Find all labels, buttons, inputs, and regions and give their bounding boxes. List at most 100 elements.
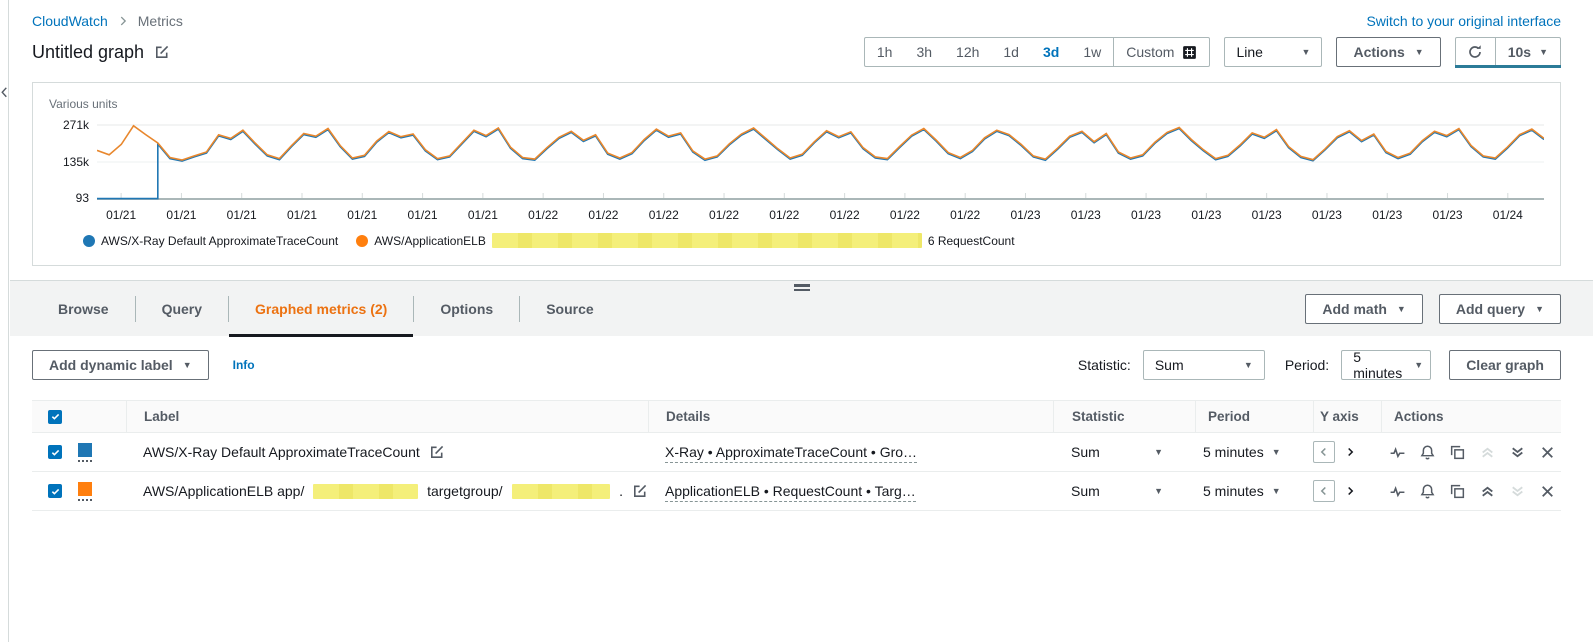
- tab-bar: Browse Query Graphed metrics (2) Options…: [32, 281, 620, 337]
- graph-metric-icon[interactable]: [1389, 483, 1406, 500]
- tab-query[interactable]: Query: [161, 300, 203, 317]
- period-label: Period:: [1284, 357, 1330, 373]
- x-tick-label: 01/21: [407, 208, 438, 222]
- period-column-header: Period: [1195, 400, 1313, 433]
- move-up-icon[interactable]: [1479, 483, 1496, 500]
- edit-label-icon[interactable]: [429, 444, 445, 460]
- x-tick-label: 01/23: [1311, 208, 1342, 222]
- x-tick-label: 01/21: [467, 208, 498, 222]
- range-3h-button[interactable]: 3h: [916, 44, 933, 60]
- row-statistic-select[interactable]: Sum ▼: [1053, 444, 1195, 460]
- refresh-button[interactable]: [1456, 38, 1496, 66]
- x-tick-label: 01/21: [286, 208, 317, 222]
- x-tick-label: 01/22: [648, 208, 679, 222]
- remove-metric-icon[interactable]: [1539, 483, 1556, 500]
- title-toolbar-row: Untitled graph 1h 3h 12h 1d 3d 1w Custom: [10, 29, 1593, 68]
- x-tick-label: 01/22: [769, 208, 800, 222]
- refresh-interval-select[interactable]: 10s ▼: [1496, 38, 1560, 66]
- range-1h-button[interactable]: 1h: [876, 44, 893, 60]
- breadcrumb-cloudwatch-link[interactable]: CloudWatch: [32, 13, 108, 29]
- duplicate-icon[interactable]: [1449, 483, 1466, 500]
- panel-collapse-icon[interactable]: [0, 86, 9, 98]
- legend-dot-orange: [356, 234, 369, 247]
- tab-source[interactable]: Source: [546, 300, 594, 317]
- yaxis-left-button[interactable]: [1313, 480, 1335, 502]
- chevron-left-icon: [1320, 486, 1326, 496]
- x-axis-labels: 01/21 01/21 01/21 01/21 01/21 01/21 01/21 01/22…: [97, 208, 1544, 224]
- metric-details-text[interactable]: ApplicationELB • RequestCount • Targ…: [665, 483, 916, 502]
- range-1d-button[interactable]: 1d: [1003, 44, 1019, 60]
- actions-button[interactable]: Actions ▼: [1336, 37, 1441, 67]
- add-dynamic-label-button[interactable]: Add dynamic label ▼: [32, 350, 209, 380]
- clear-graph-label: Clear graph: [1466, 357, 1544, 373]
- statistic-select[interactable]: Sum ▼: [1142, 350, 1265, 380]
- collapsed-side-panel[interactable]: [0, 0, 9, 642]
- color-swatch-picker[interactable]: [78, 481, 92, 501]
- switch-interface-link[interactable]: Switch to your original interface: [1366, 13, 1561, 29]
- yaxis-right-button[interactable]: [1339, 441, 1361, 463]
- yaxis-left-button[interactable]: [1313, 441, 1335, 463]
- table-row: AWS/X-Ray Default ApproximateTraceCount …: [32, 433, 1561, 472]
- actions-label: Actions: [1353, 44, 1405, 60]
- period-select[interactable]: 5 minutes ▼: [1341, 349, 1432, 381]
- plot-column: 01/21 01/21 01/21 01/21 01/21 01/21 01/21 01/22…: [97, 119, 1544, 224]
- tab-options[interactable]: Options: [440, 300, 494, 317]
- metric-graph-card: Various units 271k 135k 93: [32, 82, 1561, 266]
- range-12h-button[interactable]: 12h: [956, 44, 980, 60]
- move-up-icon: [1479, 444, 1496, 461]
- tab-browse[interactable]: Browse: [58, 300, 109, 317]
- legend-item-xray[interactable]: AWS/X-Ray Default ApproximateTraceCount: [83, 234, 338, 248]
- select-all-checkbox[interactable]: [48, 409, 62, 424]
- color-swatch-picker[interactable]: [78, 442, 92, 462]
- edit-label-icon[interactable]: [632, 483, 648, 499]
- graph-metric-icon[interactable]: [1389, 444, 1406, 461]
- row-statistic-select[interactable]: Sum ▼: [1053, 483, 1195, 499]
- chevron-down-icon: ▼: [1154, 447, 1163, 457]
- create-alarm-icon[interactable]: [1419, 444, 1436, 461]
- plot-area[interactable]: [97, 119, 1544, 205]
- row-checkbox[interactable]: [48, 445, 62, 459]
- row-period-select[interactable]: 5 minutes ▼: [1195, 444, 1313, 460]
- move-down-icon[interactable]: [1509, 444, 1526, 461]
- range-custom-button[interactable]: Custom: [1113, 38, 1209, 66]
- tab-divider: [519, 295, 521, 322]
- tab-graphed-metrics[interactable]: Graphed metrics (2): [229, 281, 414, 337]
- custom-label: Custom: [1126, 44, 1175, 60]
- x-tick-label: 01/24: [1492, 208, 1523, 222]
- graph-title-text: Untitled graph: [32, 41, 145, 62]
- breadcrumb-current: Metrics: [137, 13, 183, 29]
- refresh-icon: [1469, 45, 1482, 58]
- chart-type-value: Line: [1236, 44, 1263, 60]
- yaxis-right-button[interactable]: [1339, 480, 1361, 502]
- resize-handle[interactable]: [793, 284, 810, 293]
- row-period-select[interactable]: 5 minutes ▼: [1195, 483, 1313, 499]
- clear-graph-button[interactable]: Clear graph: [1449, 350, 1561, 380]
- redaction-highlight: [313, 483, 419, 499]
- add-math-button[interactable]: Add math ▼: [1305, 293, 1423, 324]
- chevron-right-icon: [1348, 447, 1354, 457]
- x-axis-ticks: [121, 193, 1508, 198]
- series-blue-line: [97, 129, 1544, 199]
- legend-label-prefix: AWS/ApplicationELB: [374, 233, 486, 248]
- remove-metric-icon[interactable]: [1539, 444, 1556, 461]
- metrics-table: Label Details Statistic Period Y axis Ac…: [32, 400, 1561, 511]
- chevron-left-icon: [1320, 447, 1326, 457]
- legend-item-elb[interactable]: AWS/ApplicationELB 6 RequestCount: [356, 233, 1015, 248]
- duplicate-icon[interactable]: [1449, 444, 1466, 461]
- chart-type-select[interactable]: Line ▼: [1224, 37, 1323, 67]
- edit-title-icon[interactable]: [154, 44, 170, 60]
- table-header-row: Label Details Statistic Period Y axis Ac…: [32, 400, 1561, 433]
- metric-label-mid: targetgroup/: [427, 483, 503, 499]
- add-math-label: Add math: [1322, 300, 1387, 317]
- add-query-button[interactable]: Add query ▼: [1438, 293, 1561, 324]
- metric-details-text[interactable]: X-Ray • ApproximateTraceCount • Gro…: [665, 444, 918, 463]
- create-alarm-icon[interactable]: [1419, 483, 1436, 500]
- range-3d-button[interactable]: 3d: [1042, 44, 1060, 60]
- metric-label-text: AWS/X-Ray Default ApproximateTraceCount: [143, 444, 420, 460]
- redaction-highlight: [491, 233, 922, 248]
- info-link[interactable]: Info: [232, 358, 255, 372]
- refresh-interval-value: 10s: [1507, 44, 1532, 60]
- row-checkbox[interactable]: [48, 484, 62, 498]
- range-1w-button[interactable]: 1w: [1083, 44, 1102, 60]
- statistic-value: Sum: [1154, 357, 1184, 373]
